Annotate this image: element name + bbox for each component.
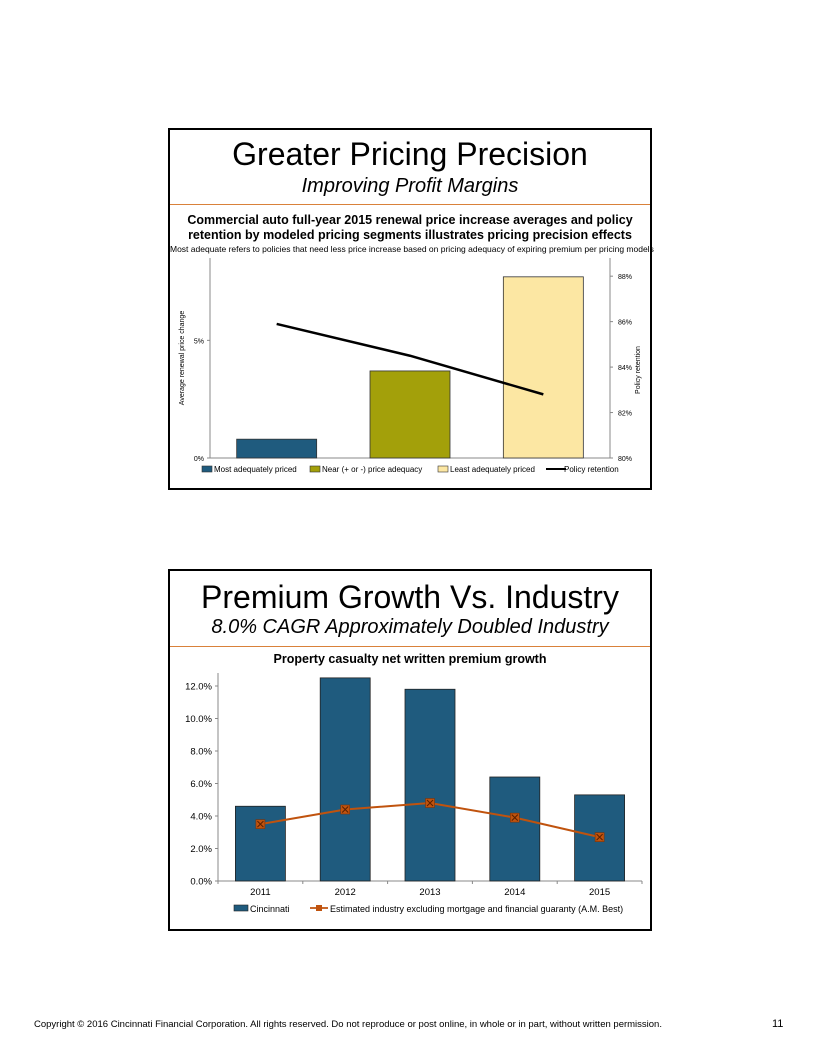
y-tick-label: 5% (194, 338, 204, 345)
y-tick-label: 0% (194, 456, 204, 463)
y-tick-label: 2.0% (190, 844, 212, 855)
industry-point-mark (426, 799, 434, 807)
y2-tick-label: 88% (618, 274, 632, 281)
bar-cincinnati (489, 776, 541, 882)
policy-retention-line (276, 322, 544, 396)
y-tick-label: 0.0% (190, 877, 212, 888)
x-tick-label: 2011 (250, 887, 270, 898)
bar-least-adequately-priced (502, 276, 584, 459)
bar-most-adequately-priced (236, 438, 318, 459)
slide2-title: Premium Growth Vs. Industry (201, 579, 619, 615)
copyright-text: Copyright © 2016 Cincinnati Financial Co… (34, 1019, 662, 1030)
bar-near-or-price-adequacy (369, 370, 451, 459)
industry-point-mark (596, 833, 603, 841)
slide-premium-growth: Premium Growth Vs. Industry 8.0% CAGR Ap… (168, 569, 652, 931)
industry-point-mark (511, 814, 519, 821)
legend-swatch (233, 904, 249, 912)
y2-tick-label: 86% (618, 320, 632, 327)
legend-swatch (201, 465, 213, 473)
legend-label: Most adequately priced (214, 465, 297, 474)
y2-tick-label: 80% (618, 456, 632, 463)
chart1-note: Most adequate refers to policies that ne… (170, 244, 654, 254)
legend-label: Least adequately priced (450, 465, 535, 474)
y-tick-label: 8.0% (190, 747, 212, 758)
slide1-subtitle: Improving Profit Margins (301, 175, 519, 197)
x-tick-label: 2013 (419, 887, 440, 898)
slide1-divider (170, 204, 650, 205)
bar-cincinnati (235, 805, 286, 882)
chart2-title: Property casualty net written premium gr… (273, 652, 547, 666)
bar-cincinnati (319, 677, 371, 882)
industry-point-mark (257, 820, 264, 828)
y-tick-label: 6.0% (190, 779, 212, 790)
legend-label: Cincinnati (250, 904, 290, 914)
chart1-title-line1: Commercial auto full-year 2015 renewal p… (187, 213, 633, 227)
y-tick-label: 4.0% (190, 812, 212, 823)
slide2-subtitle: 8.0% CAGR Approximately Doubled Industry (211, 616, 609, 638)
y2-tick-label: 82% (618, 411, 632, 418)
legend-label: Policy retention (564, 465, 619, 474)
slide1-title: Greater Pricing Precision (232, 136, 588, 172)
slide-pricing-precision: Greater Pricing Precision Improving Prof… (168, 128, 654, 490)
page-number: 11 (772, 1018, 784, 1030)
legend-label: Estimated industry excluding mortgage an… (330, 904, 623, 914)
premium-growth-chart: 0.0% 2.0% 4.0% 6.0% 8.0% 10.0% 12.0% 2011 2012 20… (185, 673, 643, 914)
x-tick-label: 2012 (335, 887, 356, 898)
legend-swatch (437, 465, 449, 473)
slide2-divider (170, 646, 650, 647)
industry-point-mark (341, 806, 349, 813)
y2-axis-title: Policy retention (635, 346, 642, 394)
x-tick-label: 2014 (504, 887, 525, 898)
y-tick-label: 10.0% (185, 714, 212, 725)
legend-label: Near (+ or -) price adequacy (322, 465, 422, 474)
chart1-title-line2: retention by modeled pricing segments il… (188, 228, 632, 242)
y2-tick-label: 84% (618, 365, 632, 372)
pricing-chart: 0% 5% 80% 82% 84% 86% 88% Average renewal price… (179, 258, 642, 474)
legend-marker (316, 905, 322, 911)
y-axis-title: Average renewal price change (179, 311, 186, 406)
bar-cincinnati (404, 688, 456, 882)
y-tick-label: 12.0% (185, 682, 212, 693)
x-tick-label: 2015 (589, 887, 610, 898)
legend-swatch (309, 465, 321, 473)
